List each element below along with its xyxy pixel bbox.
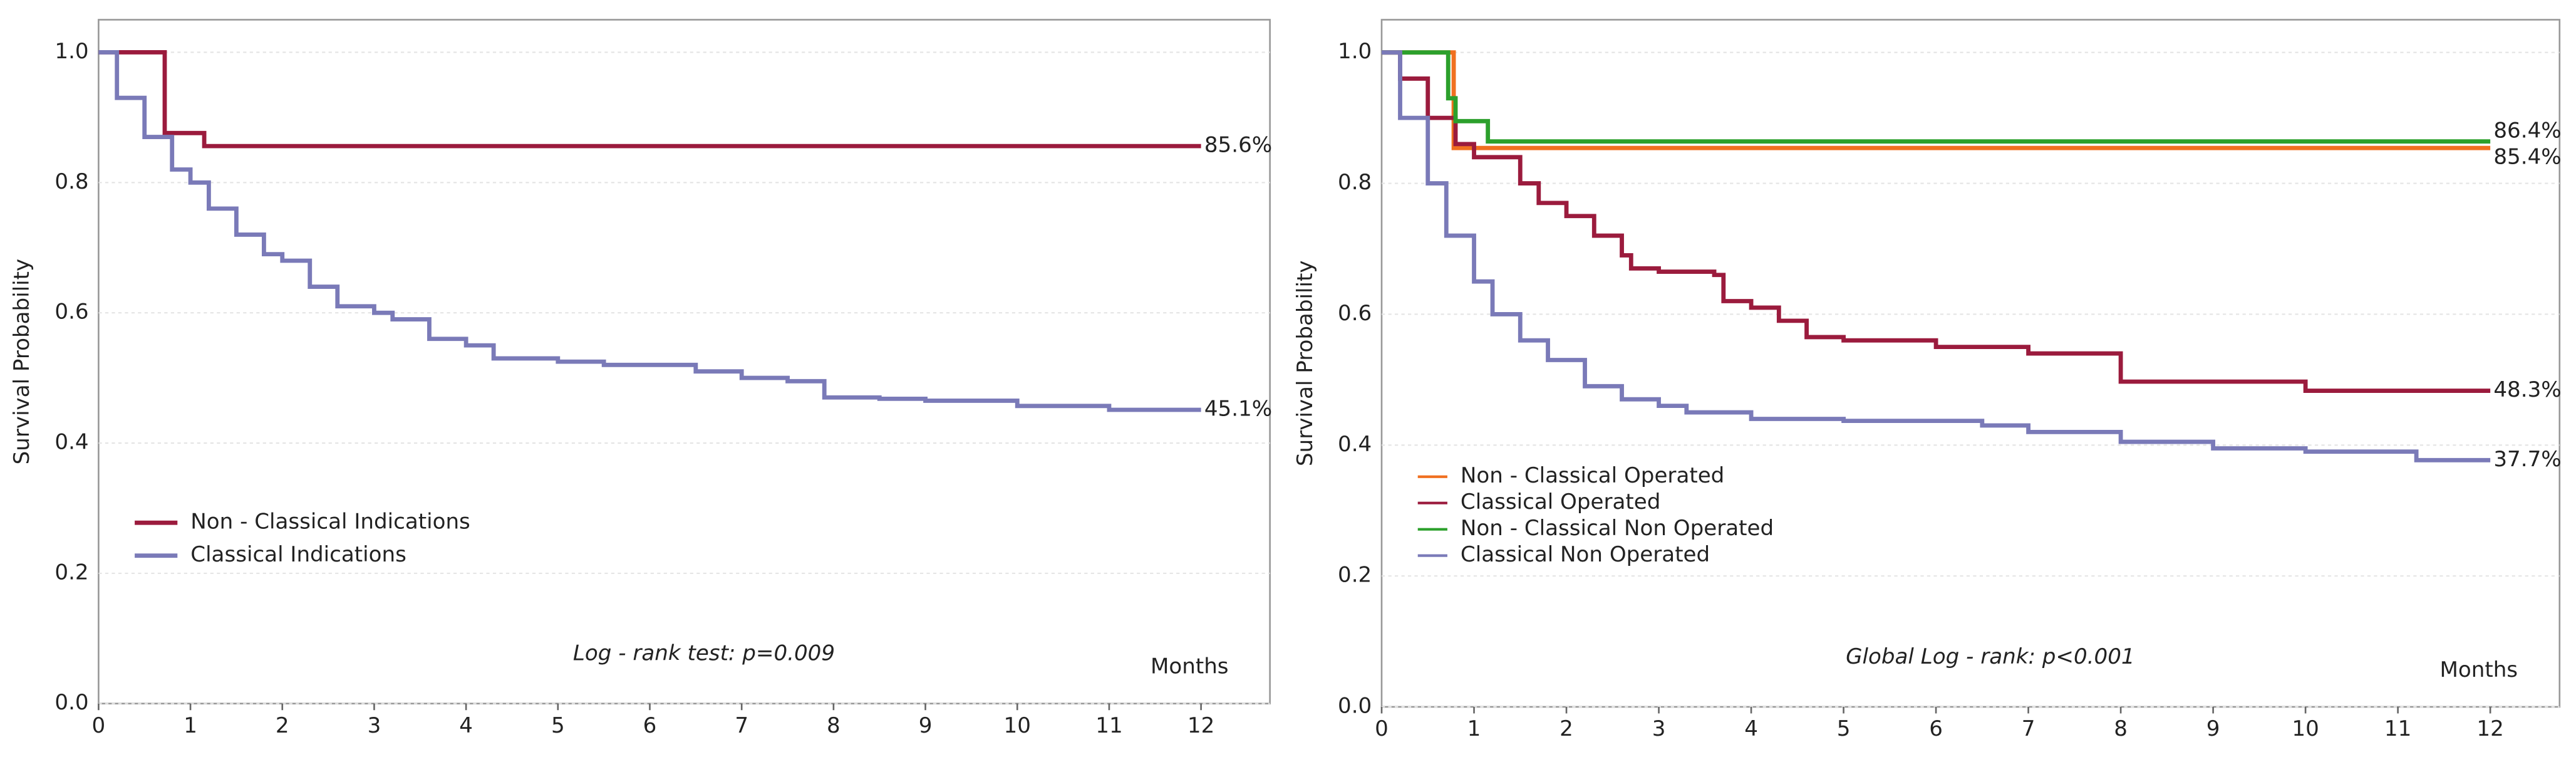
x-tick-label: 2: [276, 713, 289, 738]
plot-area: [1380, 19, 2561, 708]
survival-curve: [1382, 50, 2491, 144]
x-tick-label: 10: [1004, 713, 1031, 738]
x-tick-label: 5: [1837, 716, 1851, 741]
survival-curve: [1382, 50, 2491, 462]
x-tick-label: 6: [643, 713, 657, 738]
legend-label: Classical Indications: [190, 542, 406, 567]
x-tick-label: 6: [1929, 716, 1943, 741]
end-label: 85.6%: [1204, 133, 1272, 158]
y-tick-label: 0.0: [54, 690, 88, 715]
x-tick-label: 4: [459, 713, 473, 738]
x-tick-label: 10: [2292, 716, 2319, 741]
y-tick-label: 0.6: [54, 300, 88, 325]
x-tick-label: 11: [2384, 716, 2411, 741]
x-tick-label: 0: [92, 713, 106, 738]
x-tick-label: 4: [1744, 716, 1758, 741]
end-label: 45.1%: [1204, 397, 1272, 422]
legend-label: Non - Classical Operated: [1461, 463, 1724, 488]
legend-label: Classical Non Operated: [1461, 542, 1710, 567]
annotation: Log - rank test: p=0.009: [573, 641, 835, 666]
end-label: 37.7%: [2493, 447, 2561, 472]
survival-curve: [1382, 50, 2491, 150]
end-label: 48.3%: [2493, 377, 2561, 402]
x-tick-label: 3: [368, 713, 381, 738]
y-tick-label: 0.8: [1338, 170, 1372, 195]
x-tick-label: 8: [827, 713, 841, 738]
y-axis-label: Survival Probability: [9, 259, 34, 465]
survival-curve: [98, 50, 1201, 149]
y-tick-label: 0.2: [1338, 563, 1372, 588]
x-axis-label: Months: [2439, 657, 2518, 682]
x-tick-label: 9: [919, 713, 933, 738]
y-tick-label: 0.0: [1338, 693, 1372, 718]
x-tick-label: 2: [1560, 716, 1573, 741]
y-tick-label: 0.2: [54, 560, 88, 585]
y-tick-label: 1.0: [1338, 39, 1372, 64]
survival-curve: [98, 50, 1201, 412]
x-tick-label: 7: [735, 713, 748, 738]
x-tick-label: 0: [1375, 716, 1389, 741]
y-tick-label: 0.4: [1338, 432, 1372, 457]
x-tick-label: 8: [2114, 716, 2128, 741]
x-tick-label: 3: [1652, 716, 1666, 741]
x-tick-label: 1: [1467, 716, 1481, 741]
x-tick-label: 7: [2022, 716, 2035, 741]
x-tick-label: 11: [1095, 713, 1122, 738]
annotation: Global Log - rank: p<0.001: [1846, 644, 2134, 669]
plot-area: [98, 19, 1271, 705]
y-tick-label: 1.0: [54, 39, 88, 64]
y-axis-label: Survival Probability: [1293, 260, 1318, 466]
survival-curve: [1382, 50, 2491, 394]
x-tick-label: 9: [2206, 716, 2220, 741]
y-tick-label: 0.6: [1338, 301, 1372, 326]
legend-label: Classical Operated: [1461, 489, 1660, 514]
x-tick-label: 1: [184, 713, 197, 738]
legend-label: Non - Classical Non Operated: [1461, 516, 1774, 541]
legend-label: Non - Classical Indications: [190, 509, 470, 535]
end-label: 86.4%: [2493, 118, 2561, 143]
x-tick-label: 12: [2476, 716, 2503, 741]
x-tick-label: 12: [1187, 713, 1214, 738]
end-label: 85.4%: [2493, 144, 2561, 169]
x-axis-label: Months: [1151, 654, 1229, 679]
y-tick-label: 0.4: [54, 430, 88, 455]
y-tick-label: 0.8: [54, 169, 88, 194]
x-tick-label: 5: [551, 713, 565, 738]
